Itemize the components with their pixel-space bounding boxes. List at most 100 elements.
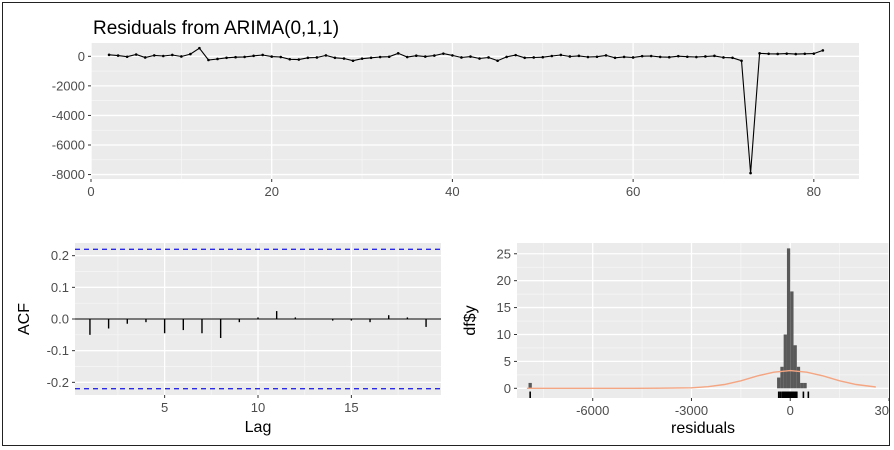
residuals-panel-x-tick-label: 40 [445, 184, 459, 199]
residuals-point [288, 57, 292, 61]
residuals-point [360, 57, 364, 60]
residuals-point [776, 52, 779, 56]
residuals-point [405, 55, 409, 59]
histogram-panel-y-tick-label: 25 [497, 246, 511, 261]
residuals-point [740, 59, 743, 63]
residuals-point [667, 55, 671, 59]
histogram-bar [780, 366, 784, 389]
acf-panel-x-tick-label: 10 [251, 400, 265, 415]
residuals-point [568, 55, 572, 58]
histogram-panel-background [517, 243, 889, 398]
residuals-point [234, 55, 237, 59]
residuals-point [387, 55, 391, 59]
residuals-point [695, 55, 698, 59]
residuals-point [622, 55, 626, 59]
residuals-panel-x-tick-label: 60 [626, 184, 640, 199]
histogram-panel-y-tick-label: 10 [497, 327, 511, 342]
residuals-panel-x-tick-label: 80 [807, 184, 821, 199]
residuals-point [713, 54, 716, 58]
residuals-point [658, 55, 662, 59]
residuals-point [315, 56, 319, 59]
residuals-point [541, 55, 545, 59]
histogram-bar [803, 382, 807, 389]
residuals-point [225, 56, 228, 60]
residuals-point [433, 54, 436, 57]
acf-panel-y-tick-label: -0.2 [47, 375, 69, 390]
acf-panel-x-tick-label: 15 [344, 400, 358, 415]
residuals-point [270, 55, 274, 58]
residuals-point [207, 58, 210, 62]
residuals-point [604, 54, 608, 57]
residuals-point [243, 55, 246, 59]
histogram-bar [793, 345, 797, 389]
residuals-point [550, 54, 554, 58]
histogram-bar [528, 382, 532, 389]
residuals-point [424, 55, 427, 58]
residuals-point [180, 55, 183, 58]
residuals-point [198, 46, 201, 50]
histogram-bar [796, 366, 801, 389]
residuals-point [722, 56, 725, 59]
residuals-panel-y-tick-label: -2000 [52, 78, 85, 93]
histogram-panel-y-tick-label: 0 [504, 381, 511, 396]
residuals-point [749, 171, 752, 175]
residuals-point [686, 55, 689, 59]
residuals-point [161, 54, 165, 58]
residuals-point [107, 53, 111, 57]
residuals-title: Residuals from ARIMA(0,1,1) [93, 18, 339, 39]
histogram-panel-x-tick-label: 3000 [875, 403, 889, 418]
residuals-point [649, 54, 653, 58]
residuals-point [261, 53, 264, 57]
residuals-point [396, 52, 400, 55]
residuals-point [152, 54, 156, 57]
residuals-point [812, 52, 816, 55]
residuals-point [767, 52, 770, 56]
residuals-point [523, 56, 526, 60]
residuals-point [505, 55, 508, 59]
acf-panel-y-tick-label: 0.0 [51, 312, 69, 327]
residuals-point [676, 54, 680, 58]
residuals-point [559, 53, 563, 57]
residuals-point [342, 57, 346, 60]
residuals-point [451, 54, 454, 57]
histogram-y-axis-label: df$y [462, 305, 479, 335]
residuals-point [487, 56, 490, 59]
residuals-point [143, 56, 147, 59]
residuals-point [514, 53, 517, 57]
residuals-point [171, 53, 174, 57]
residuals-panel-y-tick-label: -6000 [52, 138, 85, 153]
residuals-panel-y-tick-label: -4000 [52, 108, 85, 123]
residuals-point [731, 56, 734, 60]
residuals-point [378, 55, 382, 59]
residuals-point [134, 53, 138, 56]
residuals-point [478, 57, 481, 60]
histogram-panel-x-tick-label: -3000 [675, 403, 708, 418]
residuals-panel-x-tick-label: 0 [87, 184, 94, 199]
histogram-panel-x-tick-label: 0 [787, 403, 794, 418]
histogram-x-axis-label: residuals [671, 420, 735, 437]
residuals-point [496, 59, 499, 63]
residuals-point [351, 59, 355, 63]
residuals-point [640, 54, 644, 58]
residuals-point [279, 55, 283, 59]
residuals-point [758, 52, 761, 55]
residuals-panel-background [91, 43, 859, 179]
residuals-point [252, 54, 255, 58]
residuals-point [369, 56, 373, 60]
residuals-point [216, 57, 219, 61]
histogram-bar [790, 291, 794, 389]
residuals-point [704, 55, 707, 58]
acf-panel-y-tick-label: 0.2 [51, 248, 69, 263]
residuals-point [803, 52, 807, 56]
chart-svg: Residuals from ARIMA(0,1,1) 0 20 40 60 80 0 -20… [16, 18, 894, 437]
residuals-point [794, 52, 798, 56]
residuals-point [297, 58, 301, 61]
residuals-point [631, 56, 635, 59]
residuals-point [116, 54, 120, 57]
histogram-bar [783, 334, 787, 389]
residuals-point [189, 52, 192, 56]
residuals-point [785, 52, 789, 55]
histogram-panel-x-tick-label: -6000 [576, 403, 609, 418]
residuals-point [613, 56, 617, 60]
